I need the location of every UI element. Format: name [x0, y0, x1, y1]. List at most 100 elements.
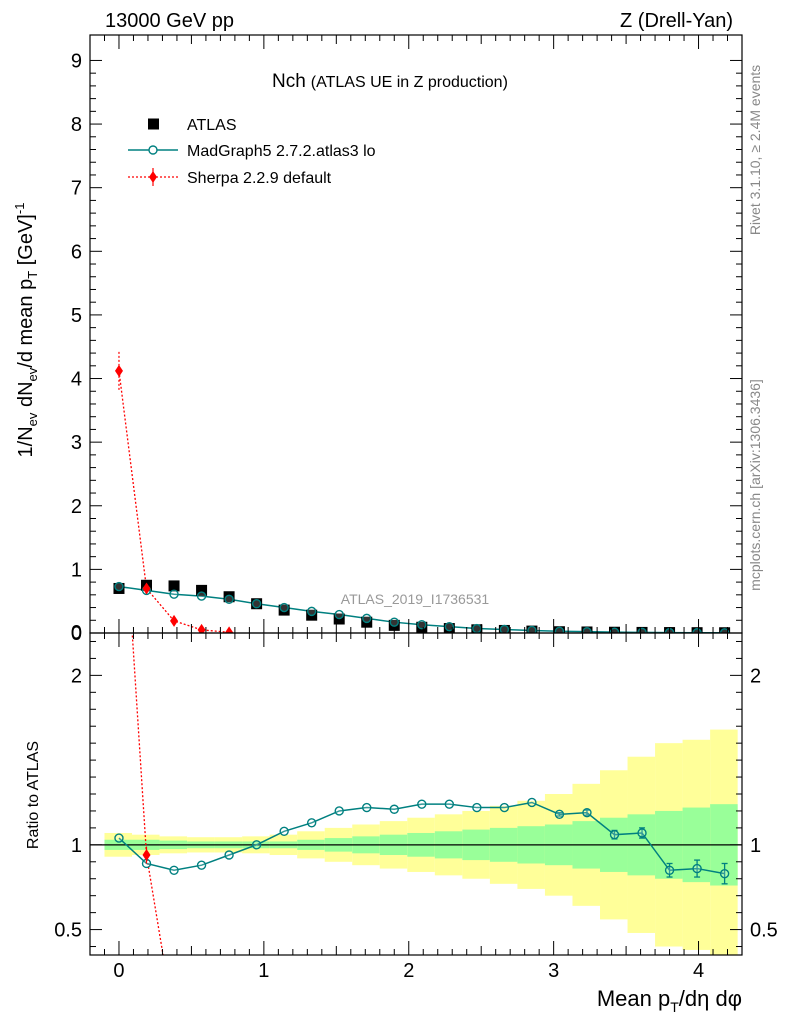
legend-label: ATLAS	[187, 117, 237, 134]
madgraph-ratio-point	[279, 826, 289, 836]
atlas-point	[168, 580, 180, 592]
madgraph-ratio-point	[196, 860, 207, 870]
madgraph-point	[554, 626, 565, 633]
header-right: Z (Drell-Yan)	[620, 10, 733, 32]
atlas-point	[526, 625, 538, 633]
ratio-panel	[114, 633, 730, 955]
ratio-ytick-label-right: 0.5	[750, 920, 778, 942]
legend-label: Sherpa 2.2.9 default	[187, 170, 332, 187]
madgraph-point	[637, 627, 647, 633]
madgraph-ratio-point	[169, 865, 179, 875]
sherpa-point	[170, 614, 179, 627]
atlas-point	[388, 619, 400, 631]
madgraph-ratio-point	[224, 850, 234, 860]
main-ytick-label: 9	[71, 50, 82, 72]
ratio-ytick-label-right: 1	[750, 835, 761, 857]
madgraph-point	[306, 606, 317, 617]
analysis-watermark: ATLAS_2019_I1736531	[341, 591, 490, 607]
atlas-point	[278, 604, 290, 616]
xtick-label: 1	[258, 960, 269, 982]
legend-item: ATLAS	[148, 117, 237, 134]
madgraph-point	[114, 581, 124, 592]
madgraph-ratio-point	[389, 804, 399, 814]
mcplots-label: mcplots.cern.ch [arXiv:1306.3436]	[747, 379, 763, 591]
atlas-point	[636, 626, 648, 633]
atlas-point	[196, 584, 208, 596]
madgraph-point	[472, 623, 482, 633]
legend: ATLAS MadGraph5 2.7.2.atlas3 lo Sherpa 2.2…	[128, 117, 376, 187]
sherpa-ratio-point	[142, 849, 151, 862]
legend-marker	[148, 145, 158, 155]
madgraph-point	[196, 591, 207, 601]
ylabel-main: 1/Nev dNev/d mean pT [GeV]-1	[12, 203, 40, 458]
atlas-point	[471, 624, 483, 633]
main-ytick-label: 7	[71, 178, 82, 200]
main-ytick-label: 8	[71, 114, 82, 136]
madgraph-ratio-point	[334, 806, 344, 816]
madgraph-ratio-point	[251, 840, 262, 850]
madgraph-ratio-point	[527, 797, 537, 808]
madgraph-ratio-point	[719, 868, 730, 879]
plot-title-sub: (ATLAS UE in Z production)	[311, 74, 508, 91]
xtick-label: 4	[693, 960, 704, 982]
atlas-point	[223, 591, 235, 603]
plot-title-main: Nch	[272, 71, 306, 92]
madgraph-ratio-point	[692, 863, 702, 874]
madgraph-ratio-point	[664, 865, 675, 875]
madgraph-ratio-point	[554, 809, 565, 820]
legend-marker	[149, 171, 157, 183]
atlas-point	[498, 624, 510, 633]
sherpa-point	[225, 626, 234, 633]
sherpa-point	[142, 582, 151, 595]
madgraph-ratio-point	[582, 807, 592, 818]
sherpa-point	[197, 623, 206, 633]
madgraph-point	[609, 627, 620, 633]
main-ytick-label: 0	[71, 623, 82, 645]
xtick-label: 2	[403, 960, 414, 982]
atlas-point	[251, 598, 263, 610]
main-ytick-label-zero: 0	[71, 622, 82, 644]
plot-title: Nch (ATLAS UE in Z production)	[272, 71, 508, 92]
main-ytick-label: 6	[71, 241, 82, 263]
madgraph-ratio-point	[306, 818, 317, 828]
madgraph-point	[499, 624, 510, 633]
madgraph-ratio-point	[114, 833, 124, 843]
madgraph-point	[362, 613, 372, 624]
legend-marker	[148, 118, 159, 130]
madgraph-point	[224, 594, 234, 604]
ratio-ytick-label: 0.5	[54, 920, 82, 942]
madgraph-point	[279, 602, 289, 613]
madgraph-ratio-point	[609, 829, 620, 840]
madgraph-point	[582, 626, 592, 633]
main-ytick-label: 3	[71, 432, 82, 454]
madgraph-ratio-point	[362, 802, 372, 813]
xtick-label: 0	[113, 960, 124, 982]
atlas-point	[113, 582, 125, 594]
madgraph-point	[417, 620, 427, 630]
rivet-label: Rivet 3.1.10, ≥ 2.4M events	[747, 65, 763, 235]
madgraph-ratio-point	[444, 799, 455, 809]
legend-item: MadGraph5 2.7.2.atlas3 lo	[128, 143, 376, 160]
ylabel-ratio: Ratio to ATLAS	[25, 741, 42, 849]
main-ytick-label: 2	[71, 496, 82, 518]
main-ytick-label: 4	[71, 369, 82, 391]
atlas-point	[553, 626, 565, 633]
ratio-ytick-label: 1	[71, 835, 82, 857]
madgraph-point	[444, 621, 455, 632]
main-ytick-label: 1	[71, 559, 82, 581]
header-left: 13000 GeV pp	[105, 10, 234, 32]
madgraph-point	[389, 617, 399, 627]
xtick-label: 3	[548, 960, 559, 982]
legend-label: MadGraph5 2.7.2.atlas3 lo	[187, 143, 376, 160]
madgraph-point	[169, 589, 179, 599]
atlas-point	[416, 621, 428, 633]
ratio-ytick-label: 2	[71, 665, 82, 687]
madgraph-ratio-point	[499, 802, 510, 813]
ratio-ytick-label-right: 2	[750, 665, 761, 687]
madgraph-point	[251, 599, 262, 609]
xlabel: Mean pT/dη dφ	[597, 986, 742, 1015]
main-ytick-label: 5	[71, 305, 82, 327]
madgraph-point	[527, 625, 537, 633]
